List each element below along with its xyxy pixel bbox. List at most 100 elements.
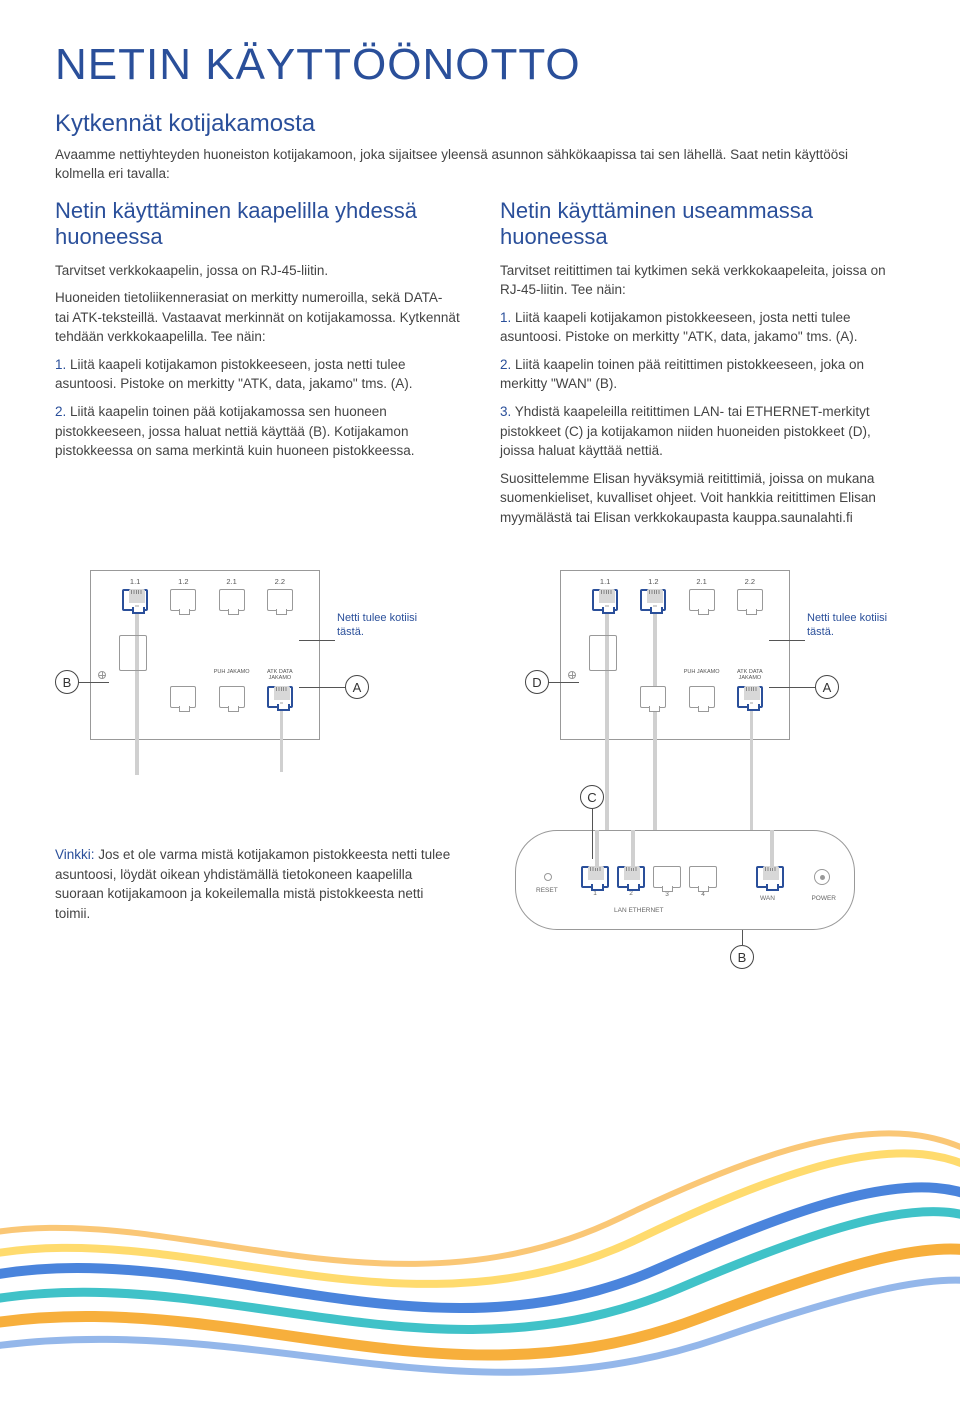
step-num: 3.: [500, 404, 511, 419]
diagram-row: 1.1 1.2 2.1 2.2: [55, 570, 905, 930]
tip-text: Vinkki: Jos et ole varma mistä kotijakam…: [55, 845, 455, 923]
reset-label: RESET: [536, 887, 558, 894]
screw-icon: [98, 671, 106, 679]
netti-label: Netti tulee kotiisi tästä.: [807, 612, 897, 638]
port-label: 2.2: [730, 577, 770, 586]
callout-line: [769, 640, 805, 641]
badge-b: B: [730, 945, 754, 969]
lan-port: 4: [689, 866, 717, 888]
tip-body: Jos et ole varma mistä kotijakamon pisto…: [55, 847, 450, 921]
step-num: 2.: [500, 357, 511, 372]
step-text: Liitä kaapeli kotijakamon pistokkeeseen,…: [500, 310, 857, 345]
port-num: 4: [690, 891, 716, 898]
intro-block: Kytkennät kotijakamosta Avaamme nettiyht…: [55, 110, 905, 184]
plug-icon: [599, 589, 615, 603]
left-p2: Huoneiden tietoliikennerasiat on merkitt…: [55, 288, 460, 347]
power-label: POWER: [811, 895, 836, 902]
port-label: PUH JAKAMO: [212, 669, 252, 681]
rj45-port: [640, 589, 666, 611]
large-port: [589, 635, 617, 671]
section-subtitle: Kytkennät kotijakamosta: [55, 110, 905, 138]
port-label: 2.2: [260, 577, 300, 586]
decorative-swirl: [0, 1128, 960, 1408]
rj45-port: [219, 686, 245, 708]
lan-label: LAN ETHERNET: [614, 907, 663, 914]
right-p2: Suosittelemme Elisan hyväksymiä reititti…: [500, 469, 905, 528]
port-label: 1.1: [115, 577, 155, 586]
plug-icon: [588, 866, 604, 880]
rj45-port: [689, 686, 715, 708]
plug-icon: [624, 866, 640, 880]
shop-url: kauppa.saunalahti.fi: [733, 510, 853, 525]
port-num: 3: [654, 891, 680, 898]
netti-label: Netti tulee kotiisi tästä.: [337, 612, 427, 638]
badge-a: A: [815, 675, 839, 699]
patch-panel-left: 1.1 1.2 2.1 2.2: [90, 570, 320, 740]
port-num: 2: [619, 890, 643, 897]
rj45-port: [592, 589, 618, 611]
callout-line: [769, 687, 815, 688]
rj45-port: [737, 589, 763, 611]
step-text: Liitä kaapelin toinen pää reitittimen pi…: [500, 357, 864, 392]
rj45-port: [170, 589, 196, 611]
screw-icon: [568, 671, 576, 679]
lan-port: 1: [581, 866, 609, 888]
callout-line: [549, 682, 579, 683]
power-jack: [814, 869, 830, 885]
rj45-port: [122, 589, 148, 611]
port-num: 1: [583, 890, 607, 897]
rj45-port: [267, 686, 293, 708]
step-text: Liitä kaapelin toinen pää kotijakamossa …: [55, 404, 414, 458]
rj45-port: [219, 589, 245, 611]
intro-text: Avaamme nettiyhteyden huoneiston kotijak…: [55, 146, 875, 184]
port-label: 2.1: [212, 577, 252, 586]
wan-port: [756, 866, 784, 888]
badge-d: D: [525, 670, 549, 694]
rj45-port: [737, 686, 763, 708]
left-p1: Tarvitset verkkokaapelin, jossa on RJ-45…: [55, 261, 460, 281]
plug-icon: [274, 686, 290, 700]
diagram-left: 1.1 1.2 2.1 2.2: [55, 570, 445, 923]
plug-icon: [763, 866, 779, 880]
port-label: ATK DATA JAKAMO: [730, 669, 770, 681]
right-p1: Tarvitset reitittimen tai kytkimen sekä …: [500, 261, 905, 300]
left-step2: 2. Liitä kaapelin toinen pää kotijakamos…: [55, 402, 460, 461]
rj45-port: [267, 589, 293, 611]
port-label: 1.2: [163, 577, 203, 586]
callout-line: [592, 809, 593, 859]
lan-port: 3: [653, 866, 681, 888]
plug-icon: [129, 589, 145, 603]
callout-line: [742, 930, 743, 946]
left-step1: 1. Liitä kaapeli kotijakamon pistokkeese…: [55, 355, 460, 394]
plug-icon: [744, 686, 760, 700]
callout-line: [79, 682, 109, 683]
badge-b: B: [55, 670, 79, 694]
wan-label: WAN: [760, 895, 775, 902]
large-port: [119, 635, 147, 671]
step-num: 2.: [55, 404, 66, 419]
right-heading: Netin käyttäminen useammassa huoneessa: [500, 198, 905, 251]
router: RESET 1 2 3 4 LAN ETHERNET: [515, 830, 855, 930]
right-step1: 1. Liitä kaapeli kotijakamon pistokkeese…: [500, 308, 905, 347]
patch-panel-right: 1.1 1.2 2.1 2.2: [560, 570, 790, 740]
port-label: 1.1: [585, 577, 625, 586]
right-column: Netin käyttäminen useammassa huoneessa T…: [500, 198, 905, 536]
badge-c: C: [580, 785, 604, 809]
step-num: 1.: [500, 310, 511, 325]
right-step2: 2. Liitä kaapelin toinen pää reitittimen…: [500, 355, 905, 394]
step-text: Liitä kaapeli kotijakamon pistokkeeseen,…: [55, 357, 412, 392]
callout-line: [299, 687, 345, 688]
page-title: NETIN KÄYTTÖÖNOTTO: [55, 40, 905, 90]
diagram-right: 1.1 1.2 2.1 2.2: [525, 570, 905, 930]
left-heading: Netin käyttäminen kaapelilla yhdessä huo…: [55, 198, 460, 251]
step-num: 1.: [55, 357, 66, 372]
tip-label: Vinkki:: [55, 847, 95, 862]
port-label: 2.1: [682, 577, 722, 586]
rj45-port: [170, 686, 196, 708]
plug-icon: [647, 589, 663, 603]
rj45-port: [689, 589, 715, 611]
lan-port: 2: [617, 866, 645, 888]
port-label: 1.2: [633, 577, 673, 586]
rj45-port: [640, 686, 666, 708]
right-step3: 3. Yhdistä kaapeleilla reitittimen LAN- …: [500, 402, 905, 461]
